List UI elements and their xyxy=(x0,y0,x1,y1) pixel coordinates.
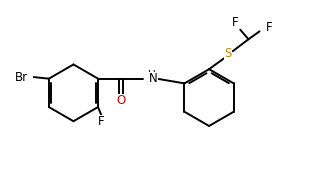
Text: N: N xyxy=(149,72,158,85)
Text: H: H xyxy=(149,70,156,80)
Text: S: S xyxy=(224,47,232,60)
Text: Br: Br xyxy=(15,71,28,84)
Text: O: O xyxy=(116,94,126,107)
Text: F: F xyxy=(266,21,272,34)
Text: F: F xyxy=(232,16,238,29)
Text: F: F xyxy=(98,115,105,128)
